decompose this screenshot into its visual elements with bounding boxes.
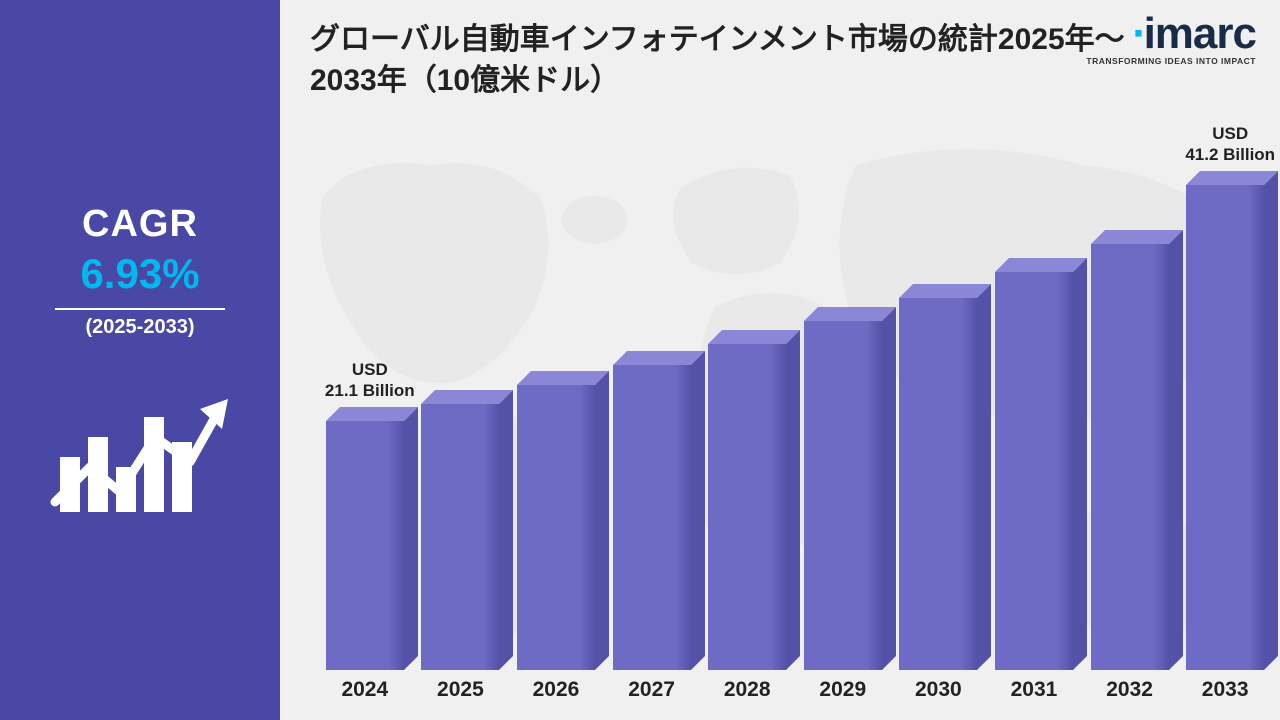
bar-container [320, 140, 1270, 670]
bar [517, 385, 595, 670]
chart-title: グローバル自動車インフォテインメント市場の統計2025年～2033年（10億米ド… [310, 20, 1130, 101]
growth-chart-icon [50, 367, 230, 517]
bar [421, 404, 499, 670]
cagr-period: (2025-2033) [86, 316, 195, 339]
x-axis-label: 2031 [989, 670, 1079, 710]
bar-column [894, 298, 984, 670]
bar [326, 421, 404, 670]
cagr-label: CAGR [82, 203, 198, 246]
bar [708, 344, 786, 670]
x-axis-labels: 2024202520262027202820292030203120322033 [320, 670, 1270, 710]
bar-column [320, 421, 410, 670]
value-callout: USD21.1 Billion [315, 359, 425, 402]
bar-column [607, 365, 697, 670]
bar-column [1085, 244, 1175, 670]
x-axis-label: 2025 [416, 670, 506, 710]
bar-column [989, 272, 1079, 670]
bar [1091, 244, 1169, 670]
value-callout: USD41.2 Billion [1175, 123, 1280, 166]
sidebar-panel: CAGR 6.93% (2025-2033) [0, 0, 280, 720]
bar-column [416, 404, 506, 670]
x-axis-label: 2032 [1085, 670, 1175, 710]
x-axis-label: 2030 [894, 670, 984, 710]
bar-column [511, 385, 601, 670]
logo-text: ∙imarc [1086, 14, 1256, 54]
main-panel: グローバル自動車インフォテインメント市場の統計2025年～2033年（10億米ド… [280, 0, 1280, 720]
chart-area: 2024202520262027202820292030203120322033… [300, 100, 1270, 710]
bar [899, 298, 977, 670]
x-axis-label: 2029 [798, 670, 888, 710]
x-axis-label: 2028 [702, 670, 792, 710]
bar [1186, 185, 1264, 670]
bar-column [702, 344, 792, 670]
x-axis-label: 2024 [320, 670, 410, 710]
logo: ∙imarc TRANSFORMING IDEAS INTO IMPACT [1086, 14, 1256, 66]
logo-tagline: TRANSFORMING IDEAS INTO IMPACT [1086, 56, 1256, 66]
bar [995, 272, 1073, 670]
cagr-value: 6.93% [80, 250, 199, 298]
divider [55, 308, 225, 310]
bar-column [798, 321, 888, 670]
x-axis-label: 2026 [511, 670, 601, 710]
bar [804, 321, 882, 670]
bar-column [1180, 185, 1270, 670]
x-axis-label: 2033 [1180, 670, 1270, 710]
bar [613, 365, 691, 670]
x-axis-label: 2027 [607, 670, 697, 710]
